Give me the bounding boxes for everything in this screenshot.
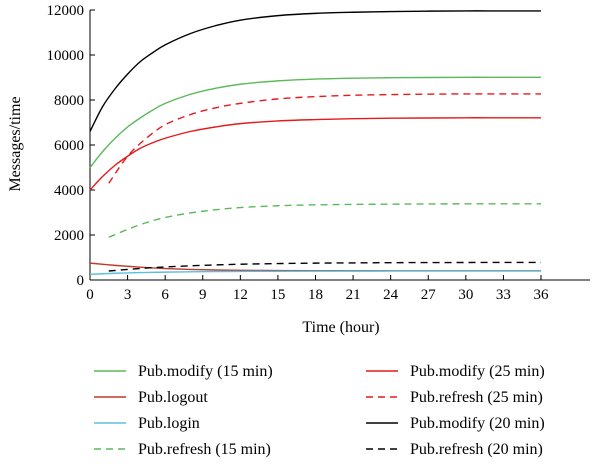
y-tick-label: 4000 xyxy=(54,183,84,199)
legend-label: Pub.login xyxy=(138,415,200,432)
legend-item-6: Pub.refresh (25 min) xyxy=(366,389,543,406)
legend-item-1: Pub.modify (15 min) xyxy=(94,363,273,380)
y-axis-title: Messages/time xyxy=(7,96,24,191)
legend-item-2: Pub.logout xyxy=(94,389,208,406)
x-tick-label: 3 xyxy=(124,287,132,303)
legend-label: Pub.logout xyxy=(138,389,208,406)
series-line-7 xyxy=(89,10,541,132)
y-tick-label: 6000 xyxy=(54,138,84,154)
legend-item-8: Pub.refresh (20 min) xyxy=(366,441,543,458)
legend-label: Pub.modify (25 min) xyxy=(410,363,545,380)
legend-item-3: Pub.login xyxy=(94,415,200,432)
x-tick-label: 36 xyxy=(534,287,550,303)
x-tick-label: 0 xyxy=(86,287,94,303)
series-line-5 xyxy=(89,117,541,191)
y-tick-label: 12000 xyxy=(47,3,85,19)
y-tick-label: 0 xyxy=(77,273,85,289)
x-tick-label: 30 xyxy=(458,287,473,303)
legend-label: Pub.refresh (25 min) xyxy=(410,389,543,406)
x-tick-label: 18 xyxy=(308,287,323,303)
series-line-6 xyxy=(108,93,541,184)
legend-item-4: Pub.refresh (15 min) xyxy=(94,441,271,458)
legend-item-7: Pub.modify (20 min) xyxy=(366,415,545,432)
x-axis-title: Time (hour) xyxy=(302,319,379,336)
series-line-4 xyxy=(108,203,541,238)
x-tick-label: 15 xyxy=(270,287,285,303)
x-tick-label: 33 xyxy=(496,287,511,303)
x-tick-label: 6 xyxy=(161,287,169,303)
legend-label: Pub.refresh (15 min) xyxy=(138,441,271,458)
legend: Pub.modify (15 min) Pub.logout Pub.login Pu… xyxy=(94,363,545,458)
series-line-1 xyxy=(89,76,541,168)
y-tick-label: 10000 xyxy=(47,48,85,64)
x-tick-label: 12 xyxy=(233,287,248,303)
x-tick-label: 24 xyxy=(383,287,399,303)
series-line-8 xyxy=(108,261,542,272)
series-line-3 xyxy=(89,270,541,276)
y-tick-label: 2000 xyxy=(54,228,84,244)
x-tick-label: 21 xyxy=(346,287,361,303)
x-tick-label: 27 xyxy=(421,287,437,303)
x-tick-label: 9 xyxy=(199,287,207,303)
y-tick-label: 8000 xyxy=(54,93,84,109)
legend-label: Pub.refresh (20 min) xyxy=(410,441,543,458)
legend-label: Pub.modify (15 min) xyxy=(138,363,273,380)
legend-label: Pub.modify (20 min) xyxy=(410,415,545,432)
legend-item-5: Pub.modify (25 min) xyxy=(366,363,545,380)
